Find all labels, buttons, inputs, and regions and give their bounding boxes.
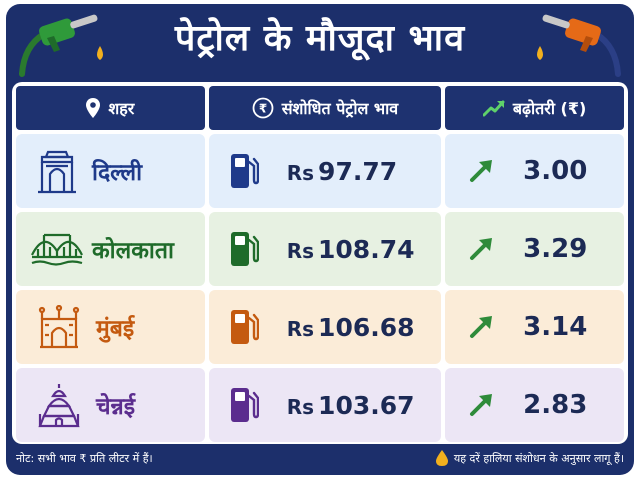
header-city-label: शहर [108,99,135,118]
fuel-drop-icon [435,450,448,466]
svg-text:₹: ₹ [259,102,267,116]
header-price-label: संशोधित पेट्रोल भाव [281,99,399,118]
increase-value: 3.29 [523,234,588,264]
price-amount: 106.68 [318,312,415,342]
table-row: दिल्ली Rs 97.77 3.00 [16,134,624,208]
price-amount: 108.74 [318,234,415,264]
price-table: शहर ₹ संशोधित पेट्रोल भाव बढ़ोतरी (₹) [12,82,628,444]
price-value: Rs 97.77 [287,157,397,186]
price-amount: 103.67 [318,390,415,420]
footer-right-note: यह दरें हालिया संशोधन के अनुसार लागू हैं… [453,451,624,465]
city-name: दिल्ली [92,160,143,186]
table-row: चेन्नई Rs 103.67 2.83 [16,368,624,442]
footer-note: नोट: सभी भाव ₹ प्रति लीटर में हैं। [16,451,153,465]
header-increase: बढ़ोतरी (₹) [445,86,624,130]
table-header: शहर ₹ संशोधित पेट्रोल भाव बढ़ोतरी (₹) [16,86,624,130]
fuel-pump-icon [230,154,259,188]
increase-cell: 3.14 [445,290,624,364]
gateway-of-india-icon [38,305,80,349]
footer: नोट: सभी भाव ₹ प्रति लीटर में हैं। यह दर… [16,446,624,470]
city-name: चेन्नई [96,394,136,420]
city-cell: मुंबई [16,290,205,364]
currency-label: Rs [286,238,315,263]
increase-cell: 2.83 [445,368,624,442]
arrow-up-right-icon [470,238,493,260]
fuel-nozzle-green-icon [19,14,103,77]
price-amount: 97.77 [318,156,398,186]
temple-icon [38,384,80,428]
city-cell: दिल्ली [16,134,205,208]
trend-up-icon [482,100,505,117]
increase-value: 2.83 [523,390,588,420]
currency-label: Rs [286,160,315,185]
fuel-pump-icon [230,388,259,422]
increase-value: 3.00 [523,156,588,186]
arrow-up-right-icon [470,160,493,182]
arrow-up-right-icon [470,394,493,416]
price-cell: Rs 108.74 [208,212,442,286]
howrah-bridge-icon [31,233,83,266]
price-value: Rs 106.68 [287,313,415,342]
city-name: कोलकाता [92,238,174,264]
price-cell: Rs 97.77 [208,134,442,208]
currency-label: Rs [286,316,315,341]
city-cell: कोलकाता [16,212,205,286]
price-value: Rs 103.67 [287,391,415,420]
table-row: कोलकाता Rs 108.74 3.29 [16,212,624,286]
footer-right: यह दरें हालिया संशोधन के अनुसार लागू हैं… [435,450,624,466]
rupee-icon: ₹ [252,97,274,119]
city-name: मुंबई [96,316,135,342]
fuel-pump-icon [230,310,259,344]
currency-label: Rs [286,394,315,419]
page-title: पेट्रोल के मौजूदा भाव [174,18,466,59]
increase-cell: 3.00 [445,134,624,208]
arrow-up-right-icon [470,316,493,338]
fuel-nozzle-orange-icon [537,14,621,77]
fuel-pump-icon [230,232,259,266]
table-row: मुंबई Rs 106.68 3.14 [16,290,624,364]
price-cell: Rs 103.67 [208,368,442,442]
india-gate-icon [38,150,76,194]
header-price: ₹ संशोधित पेट्रोल भाव [208,86,442,130]
header-city: शहर [16,86,205,130]
increase-value: 3.14 [523,312,588,342]
increase-cell: 3.29 [445,212,624,286]
city-cell: चेन्नई [16,368,205,442]
header-increase-label: बढ़ोतरी (₹) [512,99,587,118]
location-pin-icon [86,98,101,118]
price-cell: Rs 106.68 [208,290,442,364]
price-value: Rs 108.74 [287,235,415,264]
